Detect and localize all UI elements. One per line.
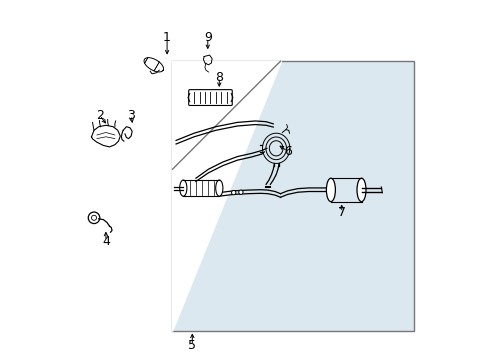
Ellipse shape: [356, 178, 365, 202]
Circle shape: [88, 212, 100, 224]
Text: 4: 4: [102, 235, 110, 248]
Ellipse shape: [179, 180, 186, 196]
Text: 7: 7: [337, 206, 345, 219]
Circle shape: [91, 215, 96, 220]
FancyBboxPatch shape: [188, 90, 232, 105]
Text: 5: 5: [188, 339, 196, 352]
FancyBboxPatch shape: [172, 61, 413, 331]
Polygon shape: [172, 61, 280, 331]
Circle shape: [231, 190, 235, 195]
Circle shape: [238, 190, 243, 194]
Ellipse shape: [215, 180, 223, 196]
Text: 9: 9: [203, 31, 211, 44]
Ellipse shape: [325, 178, 335, 202]
Text: 2: 2: [96, 109, 103, 122]
Text: 1: 1: [163, 31, 171, 44]
Text: 3: 3: [127, 109, 135, 122]
Text: 8: 8: [215, 71, 223, 84]
Text: 6: 6: [283, 145, 291, 158]
